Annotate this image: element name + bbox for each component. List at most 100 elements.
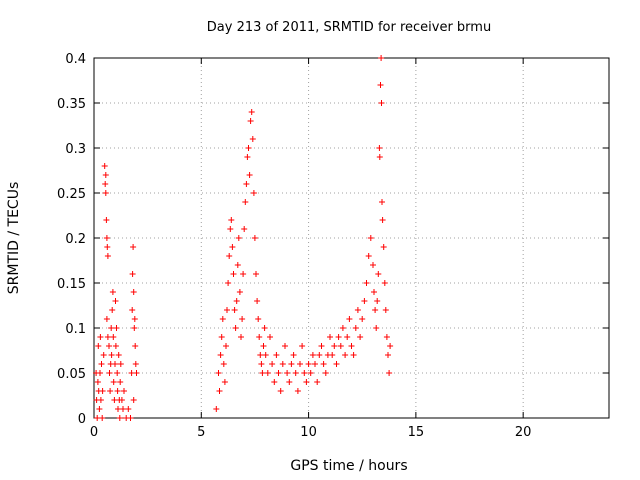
data-point [243, 181, 250, 187]
data-point [284, 370, 291, 376]
data-point [97, 370, 103, 376]
data-point [120, 406, 126, 412]
data-point [110, 334, 117, 340]
data-point [378, 100, 385, 106]
data-point [245, 145, 252, 151]
data-point [250, 190, 257, 196]
data-point [215, 370, 222, 376]
data-point [282, 343, 288, 349]
y-tick-label: 0.25 [57, 187, 86, 202]
data-point [379, 217, 386, 223]
y-axis: 0 0.05 0.1 0.15 0.2 0.25 0.3 0.35 0.4 [57, 52, 609, 427]
data-point [234, 262, 241, 268]
x-axis: 0 5 10 15 20 [90, 58, 531, 440]
data-point [378, 55, 385, 61]
data-point [110, 379, 117, 385]
data-point [228, 217, 235, 223]
data-point [98, 361, 105, 367]
data-point [318, 343, 325, 349]
data-point [312, 361, 318, 367]
data-point [370, 262, 376, 268]
data-point [225, 280, 232, 286]
data-point [227, 226, 234, 232]
data-point [104, 244, 111, 250]
y-tick-label: 0.4 [65, 52, 86, 67]
data-point [106, 370, 113, 376]
data-point [100, 352, 107, 358]
data-point [99, 415, 106, 421]
data-point [260, 343, 267, 349]
data-point [367, 235, 374, 241]
data-point [96, 406, 103, 412]
data-point [118, 397, 125, 403]
data-point [247, 118, 254, 124]
grid [94, 58, 609, 418]
data-point [297, 361, 303, 367]
data-point [106, 343, 112, 349]
data-point [220, 361, 227, 367]
data-point [232, 325, 239, 331]
data-point [130, 289, 137, 295]
data-point [246, 172, 253, 178]
data-point [259, 370, 266, 376]
y-tick-label: 0.15 [57, 277, 86, 292]
data-point [248, 109, 255, 115]
data-point [218, 334, 225, 340]
data-point [254, 298, 261, 304]
data-point [352, 325, 359, 331]
data-point [365, 253, 372, 259]
x-tick-label: 15 [408, 425, 425, 440]
data-point [386, 370, 393, 376]
data-point [331, 343, 338, 349]
data-point [299, 343, 306, 349]
data-point [262, 352, 269, 358]
data-point [121, 388, 127, 394]
data-point [387, 343, 394, 349]
data-point [348, 343, 355, 349]
data-point [112, 361, 118, 367]
data-point [231, 307, 238, 313]
data-point [286, 379, 293, 385]
data-point [273, 352, 280, 358]
data-point [235, 235, 242, 241]
data-point [216, 388, 223, 394]
data-point [230, 271, 237, 277]
data-point [361, 298, 368, 304]
data-point [133, 370, 140, 376]
data-point [223, 343, 229, 349]
data-point [264, 370, 271, 376]
data-point [125, 406, 132, 412]
data-point [373, 325, 380, 331]
data-point [104, 334, 111, 340]
data-point [346, 316, 353, 322]
data-point [104, 253, 111, 259]
data-point [224, 307, 230, 313]
data-point [329, 352, 336, 358]
data-point [372, 307, 379, 313]
data-point [337, 343, 344, 349]
data-point [294, 388, 301, 394]
data-point [314, 379, 321, 385]
data-point [132, 361, 139, 367]
x-tick-label: 5 [197, 425, 205, 440]
data-point [99, 388, 106, 394]
data-point [249, 136, 256, 142]
y-tick-label: 0.2 [65, 232, 86, 247]
data-point [129, 307, 136, 313]
data-point [236, 289, 243, 295]
data-point [116, 415, 123, 421]
data-point [130, 244, 137, 250]
data-point [279, 361, 286, 367]
y-axis-label: SRMTID / TECUs [6, 182, 22, 295]
data-point [239, 316, 246, 322]
data-point [112, 343, 119, 349]
data-point [269, 361, 276, 367]
data-point [333, 361, 340, 367]
y-tick-label: 0.1 [65, 322, 86, 337]
data-point [350, 352, 357, 358]
data-point [131, 325, 138, 331]
data-point [359, 316, 366, 322]
chart-title: Day 213 of 2011, SRMTID for receiver brm… [207, 20, 491, 35]
data-point [376, 145, 383, 151]
data-point [109, 289, 116, 295]
